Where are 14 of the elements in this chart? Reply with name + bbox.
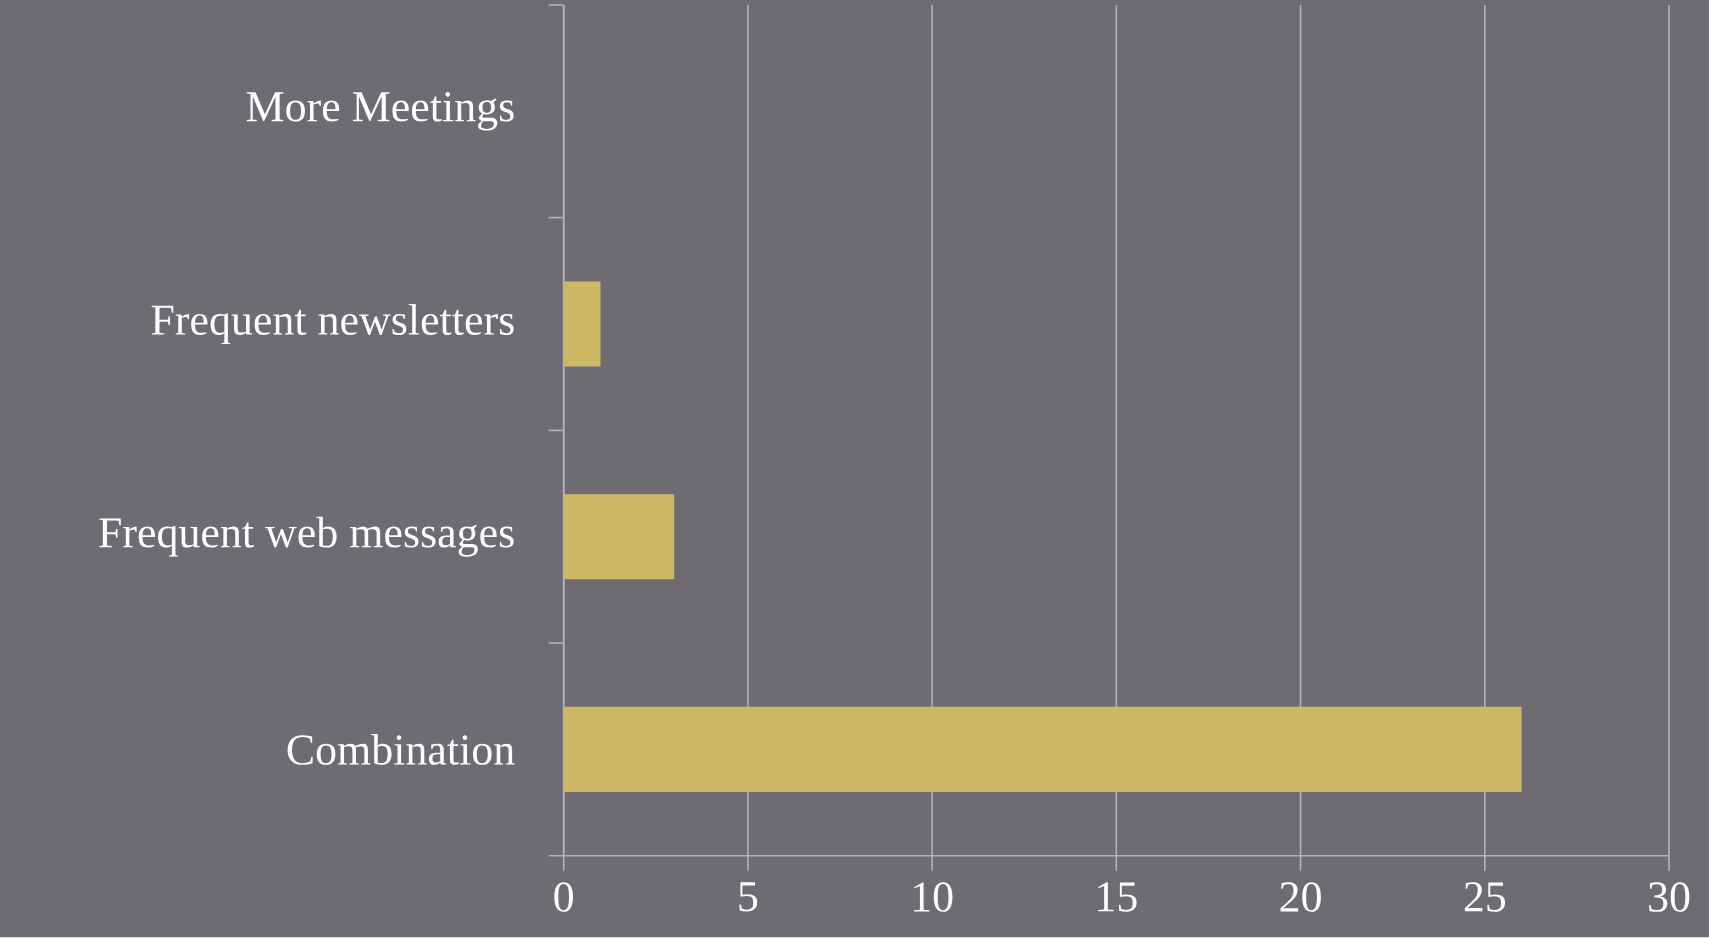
x-tick-label: 15: [1098, 882, 1137, 912]
y-tick-label: Frequent newsletters: [151, 304, 514, 345]
bar: [563, 494, 675, 580]
x-tick-label: 0: [554, 882, 573, 913]
x-tick-label: 25: [1464, 882, 1506, 912]
x-tick-label: 10: [914, 882, 953, 913]
bar: [563, 707, 1522, 793]
bar: [563, 281, 601, 367]
y-tick-label: Combination: [287, 734, 515, 766]
y-tick-label: More Meetings: [246, 92, 514, 131]
x-tick-label: 30: [1649, 882, 1690, 913]
y-tick-label: Frequent web messages: [99, 516, 514, 557]
x-tick-label: 5: [739, 882, 758, 912]
x-tick-label: 20: [1280, 882, 1321, 913]
